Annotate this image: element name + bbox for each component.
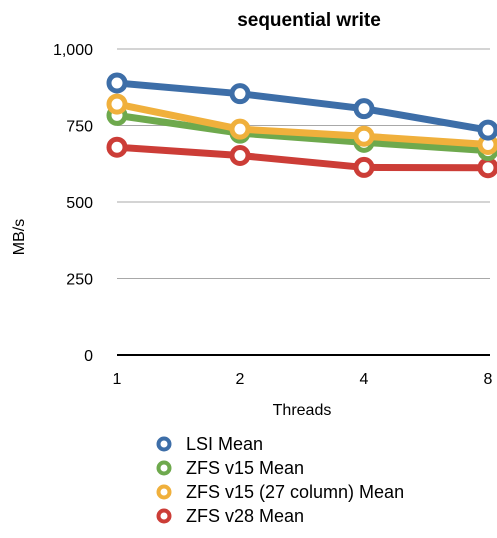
y-tick-labels: 0 250 500 750 1,000 <box>53 42 93 365</box>
data-point <box>106 136 128 158</box>
x-tick-label: 4 <box>360 371 369 388</box>
series-zfs-v28-mean <box>106 136 497 179</box>
data-point <box>353 125 375 147</box>
data-point <box>229 144 251 166</box>
legend-label: ZFS v15 Mean <box>186 458 305 478</box>
legend-label: ZFS v15 (27 column) Mean <box>186 482 405 502</box>
legend-marker-icon <box>156 484 172 500</box>
data-point <box>353 156 375 178</box>
data-point <box>477 157 497 179</box>
legend-label: LSI Mean <box>186 434 264 454</box>
x-tick-label: 1 <box>113 371 122 388</box>
data-point <box>477 119 497 141</box>
legend-item: LSI Mean <box>156 432 404 456</box>
x-axis-label: Threads <box>273 402 332 419</box>
chart-title: sequential write <box>237 10 381 31</box>
y-axis-label: MB/s <box>11 219 28 255</box>
data-point <box>353 98 375 120</box>
series-line <box>113 100 492 148</box>
series-zfs-v15-27-column-mean <box>106 93 497 155</box>
legend: LSI Mean ZFS v15 Mean ZFS v15 (27 column) … <box>156 432 404 528</box>
legend-marker-icon <box>156 508 172 524</box>
data-point <box>229 118 251 140</box>
series-line <box>113 79 492 134</box>
y-tick-label: 500 <box>66 195 93 212</box>
data-point <box>229 83 251 105</box>
legend-item: ZFS v15 (27 column) Mean <box>156 480 404 504</box>
y-tick-label: 1,000 <box>53 42 93 59</box>
y-tick-label: 250 <box>66 272 93 289</box>
legend-item: ZFS v28 Mean <box>156 504 404 528</box>
series-lsi-mean <box>106 72 497 141</box>
series-lines <box>106 72 497 179</box>
x-tick-labels: 1 2 4 8 <box>113 371 493 388</box>
y-tick-label: 0 <box>84 348 93 365</box>
series-line <box>113 111 492 155</box>
legend-label: ZFS v28 Mean <box>186 506 305 526</box>
x-tick-label: 2 <box>236 371 245 388</box>
x-tick-label: 8 <box>484 371 493 388</box>
data-point <box>106 72 128 94</box>
legend-item: ZFS v15 Mean <box>156 456 404 480</box>
y-tick-label: 750 <box>66 119 93 136</box>
series-line <box>113 143 492 172</box>
legend-marker-icon <box>156 460 172 476</box>
data-point <box>106 93 128 115</box>
legend-marker-icon <box>156 436 172 452</box>
